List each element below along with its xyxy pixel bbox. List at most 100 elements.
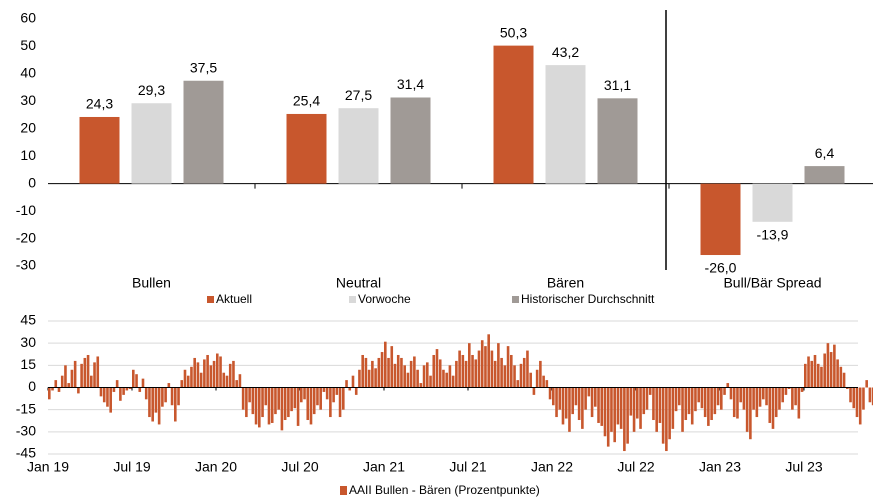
bar: [700, 183, 741, 256]
bar: [497, 343, 500, 388]
bar: [435, 349, 439, 388]
bar: [500, 357, 503, 388]
x-tick-label: Jan 21: [363, 459, 405, 475]
x-tick-label: Jul 21: [449, 459, 487, 475]
bar: [442, 369, 445, 388]
y-tick-label: -20: [16, 229, 36, 245]
bar: [745, 387, 749, 432]
bar: [406, 372, 410, 388]
bar: [112, 387, 116, 392]
bar: [377, 357, 381, 388]
bar: [723, 387, 726, 395]
y-tick-label: 0: [28, 174, 36, 190]
legend-label: Historischer Durchschnitt: [521, 292, 655, 306]
bar: [610, 387, 613, 432]
bar: [445, 372, 448, 388]
bar: [332, 387, 335, 403]
bar: [393, 363, 397, 388]
bar: [190, 366, 193, 388]
bar: [726, 383, 730, 388]
bar: [99, 387, 103, 397]
bar: [490, 350, 494, 388]
bar: [771, 387, 775, 429]
y-tick-label: 30: [20, 334, 36, 350]
y-tick-label: 30: [20, 92, 36, 108]
bar: [119, 387, 122, 401]
bar: [115, 380, 119, 388]
bar: [729, 387, 733, 400]
bar: [584, 387, 587, 410]
bar: [787, 387, 791, 389]
bar: [707, 387, 710, 426]
bar: [720, 387, 723, 410]
bar: [739, 387, 742, 403]
bar: [839, 366, 843, 388]
bar: [539, 360, 542, 388]
bar: [506, 346, 510, 388]
x-tick-label: Bullen: [132, 275, 171, 291]
bar: [274, 387, 277, 415]
bar: [131, 103, 172, 184]
bar: [83, 357, 87, 388]
bar: [791, 387, 794, 410]
bar: [361, 354, 364, 388]
bar: [846, 387, 849, 389]
bar: [193, 357, 196, 388]
bar: [335, 387, 339, 395]
bar: [141, 378, 145, 388]
bar: [109, 387, 112, 413]
bar: [422, 365, 426, 388]
bar: [493, 45, 534, 184]
bar: [690, 387, 694, 425]
bar: [548, 387, 552, 400]
bar: [438, 359, 442, 388]
bar: [555, 387, 558, 418]
bar: [251, 387, 255, 415]
bar: [648, 387, 652, 395]
bar: [855, 387, 859, 418]
bar: [451, 375, 455, 388]
legend-label: AAII Bullen - Bären (Prozentpunkte): [349, 483, 540, 497]
bar: [325, 387, 329, 400]
bar: [829, 352, 833, 388]
bar: [367, 369, 371, 388]
bar: [687, 387, 691, 415]
bar: [661, 387, 665, 444]
bar: [180, 380, 184, 388]
bar: [522, 357, 526, 388]
bar: [577, 387, 581, 421]
bar: [151, 387, 154, 422]
bar: [797, 387, 801, 419]
bar: [836, 359, 839, 388]
bar: [871, 387, 873, 406]
bar: [774, 387, 778, 418]
bar: [858, 387, 862, 425]
bar: [248, 387, 251, 403]
bar: [862, 387, 865, 410]
bar: [558, 387, 562, 410]
legend-swatch: [349, 296, 356, 303]
x-tick-label: Bären: [547, 275, 584, 291]
bar: [380, 352, 384, 388]
bar: [464, 360, 468, 388]
bar: [632, 387, 636, 432]
bar: [645, 387, 649, 410]
bar: [807, 356, 810, 388]
bar: [519, 363, 523, 388]
legend-swatch: [340, 486, 347, 495]
bar: [529, 372, 532, 388]
bar: [306, 387, 310, 421]
bar: [674, 387, 678, 412]
bar: [245, 387, 248, 418]
bar: [700, 387, 704, 409]
bar: [542, 375, 545, 388]
bar: [804, 166, 845, 184]
bar: [781, 387, 784, 403]
bar: [461, 354, 465, 388]
bar: [258, 387, 261, 428]
bar: [283, 387, 287, 421]
bar: [671, 387, 675, 429]
bar: [225, 375, 229, 388]
bar: [703, 387, 707, 418]
bar: [309, 387, 313, 425]
